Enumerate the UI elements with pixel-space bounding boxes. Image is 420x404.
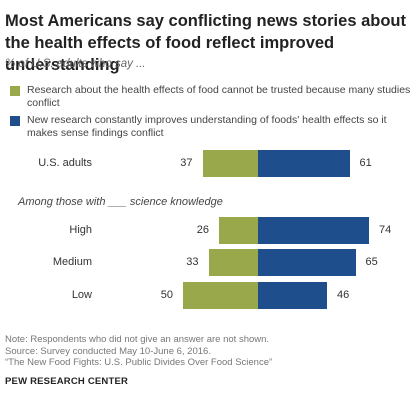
- footer-source: Source: Survey conducted May 10-June 6, …: [5, 345, 211, 357]
- chart-title: Most Americans say conflicting news stor…: [5, 12, 406, 74]
- chart-subtitle: % of U.S. adults who say ...: [5, 58, 146, 70]
- bar-distrust-u-s-adults: [202, 150, 258, 177]
- value-improves-high: 74: [379, 224, 392, 236]
- footer-org: PEW RESEARCH CENTER: [5, 375, 129, 387]
- legend-item-distrust: Research about the health effects of foo…: [5, 84, 417, 110]
- row-label-medium: Medium: [52, 256, 92, 268]
- row-label-low: Low: [71, 289, 92, 301]
- bar-improves-medium: [258, 249, 356, 276]
- bar-distrust-medium: [208, 249, 258, 276]
- footer-note: Note: Respondents who did not give an an…: [5, 334, 270, 345]
- section-label: Among those with ___ science knowledge: [18, 196, 223, 208]
- legend: Research about the health effects of foo…: [5, 84, 417, 144]
- value-distrust-high: 26: [196, 224, 209, 236]
- footer-report: “The New Food Fights: U.S. Public Divide…: [5, 357, 273, 368]
- value-distrust-low: 50: [160, 289, 173, 301]
- bar-improves-low: [258, 282, 327, 309]
- value-improves-low: 46: [337, 289, 350, 301]
- row-label-u-s-adults: U.S. adults: [38, 157, 92, 169]
- bar-distrust-low: [183, 282, 258, 309]
- bar-distrust-high: [219, 217, 258, 244]
- value-distrust-u-s-adults: 37: [180, 157, 193, 169]
- value-improves-u-s-adults: 61: [359, 157, 372, 169]
- footer: Note: Respondents who did not give an an…: [5, 334, 417, 387]
- legend-label-distrust: Research about the health effects of foo…: [27, 84, 411, 109]
- row-label-high: High: [69, 224, 92, 236]
- legend-swatch-improves: [10, 116, 20, 126]
- bar-improves-high: [258, 217, 369, 244]
- legend-item-improves: New research constantly improves underst…: [5, 114, 417, 140]
- legend-swatch-distrust: [10, 86, 20, 96]
- bar-improves-u-s-adults: [258, 150, 350, 177]
- value-improves-medium: 65: [365, 256, 378, 268]
- legend-label-improves: New research constantly improves underst…: [27, 114, 387, 139]
- value-distrust-medium: 33: [186, 256, 199, 268]
